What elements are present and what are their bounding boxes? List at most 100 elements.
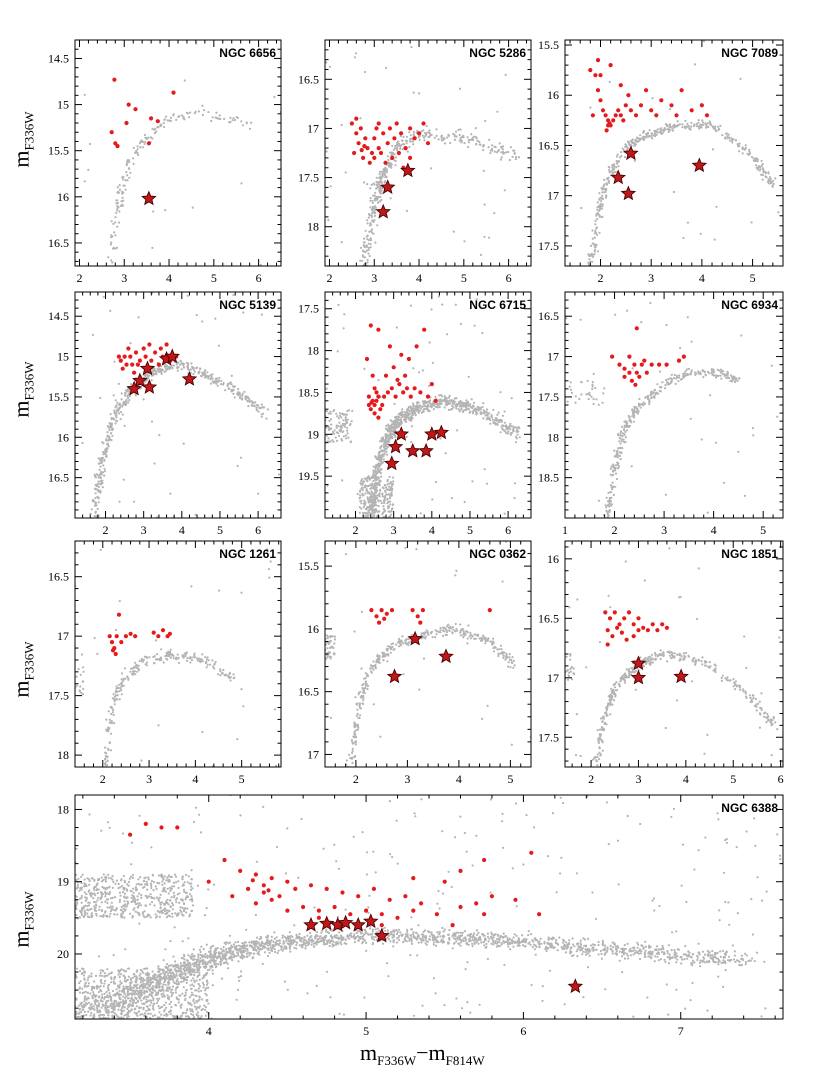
rgb-point bbox=[407, 644, 410, 647]
rgb-point bbox=[711, 148, 715, 151]
rgb-point bbox=[605, 496, 608, 499]
rgb-point bbox=[449, 141, 452, 145]
rgb-point bbox=[666, 380, 669, 384]
rgb-point bbox=[679, 346, 682, 349]
rgb-point bbox=[617, 160, 621, 163]
rgb-point bbox=[114, 221, 117, 224]
rgb-point bbox=[120, 392, 123, 395]
rgb-point bbox=[219, 383, 223, 386]
rgb-point bbox=[346, 426, 349, 429]
rgb-point bbox=[355, 740, 358, 743]
rgb-point bbox=[683, 372, 686, 375]
rgb-point bbox=[361, 492, 364, 495]
rgb-point bbox=[619, 437, 622, 440]
rgb-point bbox=[594, 219, 597, 222]
rgb-point bbox=[171, 367, 174, 370]
rgb-point bbox=[491, 418, 495, 421]
rgb-point bbox=[363, 70, 367, 74]
rgb-point bbox=[103, 459, 106, 462]
rgb-point bbox=[349, 440, 353, 443]
rgb-point bbox=[329, 65, 332, 68]
rgb-point bbox=[75, 675, 78, 678]
rgb-point bbox=[369, 512, 372, 515]
rgb-point bbox=[240, 182, 243, 185]
rgb-point bbox=[631, 367, 634, 370]
rgb-point bbox=[713, 238, 716, 241]
rgb-point bbox=[231, 385, 235, 388]
rgb-point bbox=[372, 465, 375, 468]
rgb-point bbox=[513, 152, 516, 155]
rgb-point bbox=[396, 146, 399, 149]
rgb-point bbox=[435, 128, 438, 131]
rgb-point bbox=[515, 155, 518, 159]
rgb-point bbox=[595, 243, 598, 247]
rgb-point bbox=[509, 146, 512, 149]
rgb-point bbox=[143, 133, 146, 137]
bss-point bbox=[613, 113, 618, 118]
rgb-point bbox=[479, 406, 482, 409]
rgb-point bbox=[218, 589, 221, 592]
rgb-point bbox=[624, 436, 628, 439]
bss-point bbox=[632, 362, 637, 367]
rgb-point bbox=[325, 426, 328, 429]
rgb-point bbox=[470, 398, 473, 401]
rgb-point bbox=[456, 429, 459, 432]
rgb-point bbox=[171, 654, 174, 657]
rgb-point bbox=[624, 143, 627, 146]
rgb-point bbox=[116, 698, 119, 701]
bss-point bbox=[595, 58, 601, 63]
rgb-point bbox=[473, 637, 476, 641]
rgb-point bbox=[360, 246, 363, 249]
rgb-point bbox=[669, 377, 672, 380]
rgb-point bbox=[448, 629, 451, 632]
rgb-point bbox=[629, 143, 632, 146]
rgb-point bbox=[439, 437, 442, 440]
rgb-point bbox=[438, 400, 441, 403]
rgb-point bbox=[199, 367, 202, 370]
rgb-point bbox=[439, 628, 442, 632]
x-tick-label: 3 bbox=[661, 523, 667, 537]
rgb-point bbox=[397, 645, 400, 648]
bss-point bbox=[679, 88, 684, 93]
rgb-point bbox=[580, 380, 583, 384]
bss-point bbox=[704, 113, 710, 118]
rgb-point bbox=[384, 450, 387, 453]
rgb-point bbox=[92, 499, 95, 503]
rgb-point bbox=[96, 495, 99, 498]
rgb-point bbox=[390, 482, 393, 485]
rgb-point bbox=[129, 171, 132, 174]
rgb-point bbox=[81, 653, 84, 656]
bss-point bbox=[590, 113, 596, 118]
rgb-point bbox=[180, 114, 184, 117]
rgb-point bbox=[401, 148, 404, 151]
rgb-point bbox=[345, 437, 348, 440]
rgb-point bbox=[164, 209, 167, 212]
rgb-point bbox=[362, 244, 365, 247]
rgb-point bbox=[636, 412, 639, 415]
rgb-point bbox=[115, 416, 118, 419]
bss-point bbox=[634, 326, 639, 331]
rgb-point bbox=[248, 397, 251, 401]
rgb-point bbox=[591, 237, 594, 240]
rgb-point bbox=[110, 749, 113, 752]
panel-frame bbox=[564, 39, 784, 267]
rgb-point bbox=[374, 206, 377, 209]
rgb-point bbox=[363, 485, 366, 488]
rgb-point bbox=[95, 515, 98, 518]
rgb-point bbox=[402, 642, 405, 645]
rgb-point bbox=[428, 341, 431, 344]
rgb-point bbox=[136, 670, 139, 673]
rgb-point bbox=[104, 746, 107, 749]
rgb-point bbox=[217, 117, 220, 120]
rgb-point bbox=[189, 111, 192, 114]
rgb-point bbox=[377, 464, 380, 467]
bss-point bbox=[135, 362, 140, 367]
rgb-point bbox=[594, 246, 597, 249]
rgb-point bbox=[733, 380, 737, 384]
rgb-point bbox=[664, 123, 668, 126]
rgb-point bbox=[182, 115, 185, 118]
rgb-point bbox=[430, 405, 433, 408]
rgb-point bbox=[389, 513, 392, 516]
